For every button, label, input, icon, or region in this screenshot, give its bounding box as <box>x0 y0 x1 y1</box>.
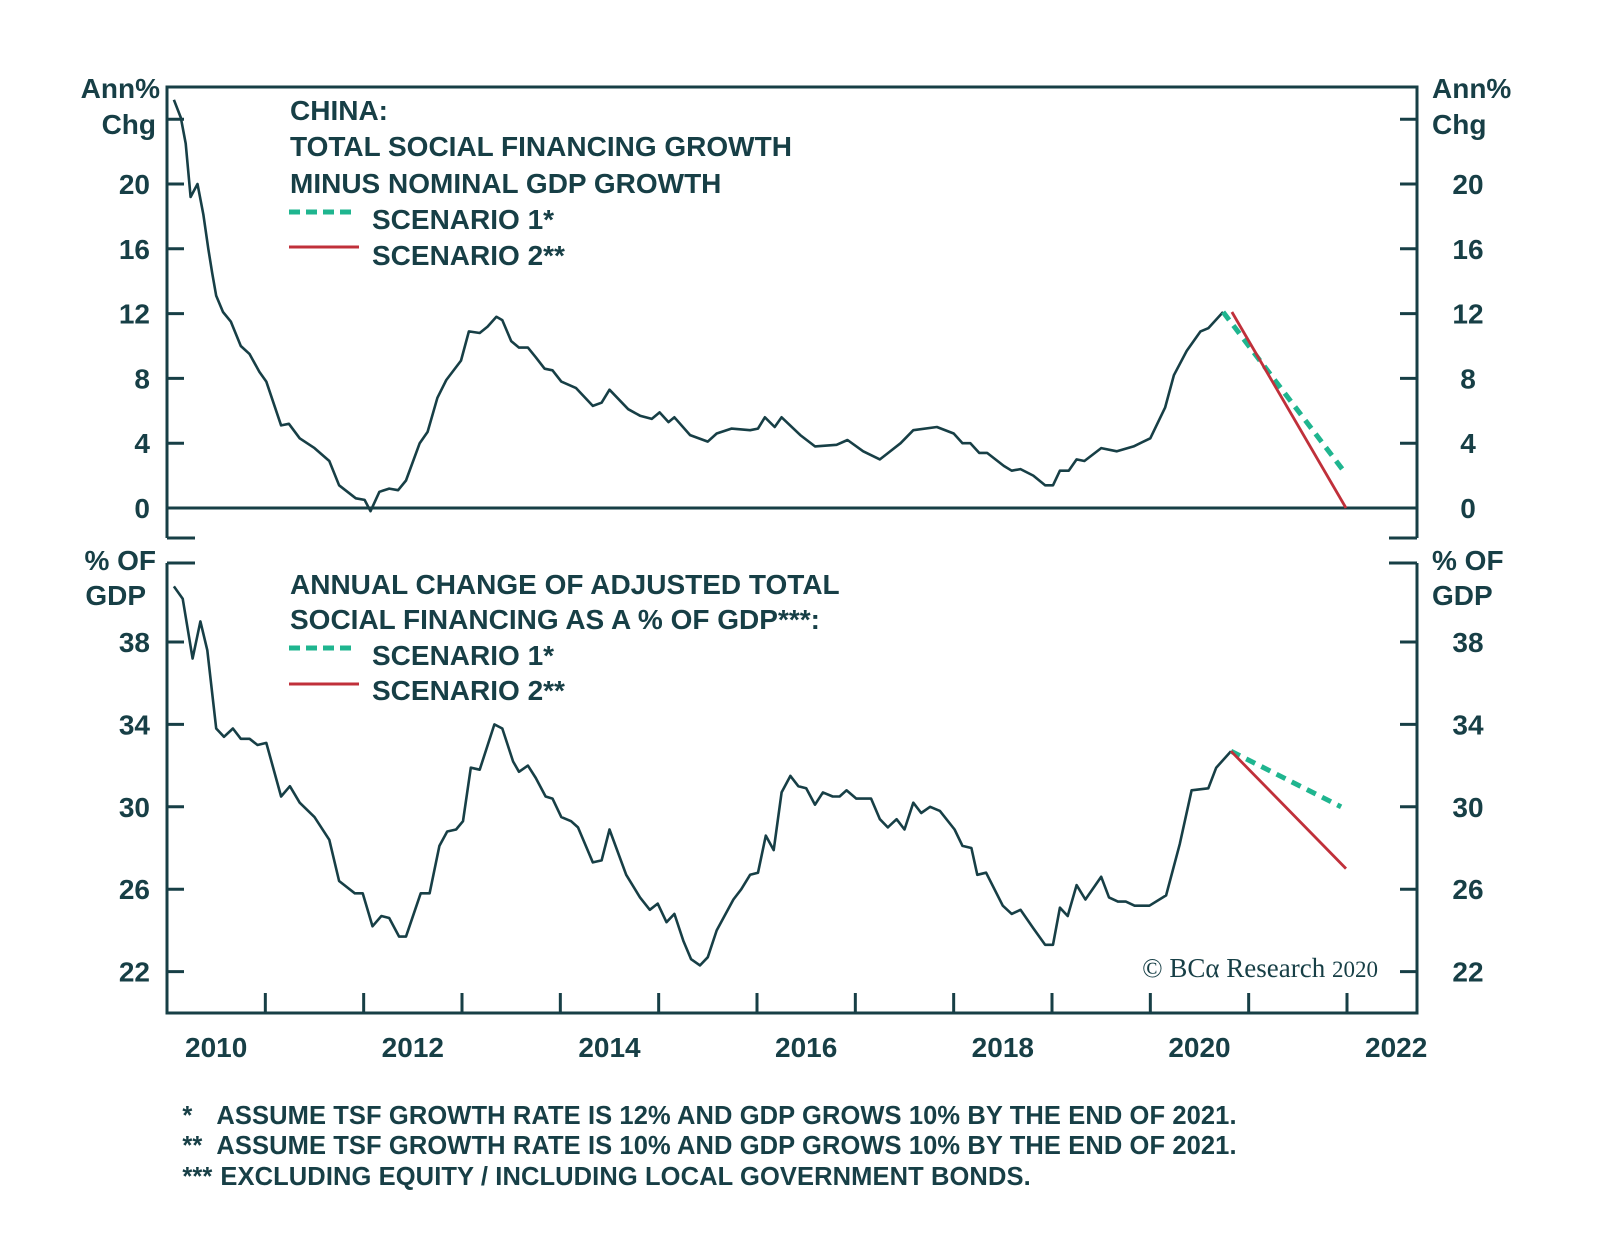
bottom-scenario-2-line <box>1229 750 1348 870</box>
bottom-panel-title: ANNUAL CHANGE OF ADJUSTED TOTAL SOCIAL F… <box>290 569 840 635</box>
top-title-line3: MINUS NOMINAL GDP GROWTH <box>290 168 721 199</box>
y-tick-label-left-1-22: 22 <box>119 957 150 988</box>
y-tick-label-right-1-22: 22 <box>1452 957 1483 988</box>
bottom-title-line2: SOCIAL FINANCING AS A % OF GDP***: <box>290 604 820 635</box>
bottom-right-ylabel-line2: GDP <box>1432 580 1493 611</box>
y-tick-label-right-0-8: 8 <box>1460 363 1476 394</box>
y-tick-label-left-0-20: 20 <box>119 169 150 200</box>
y-tick-label-left-1-30: 30 <box>119 792 150 823</box>
bottom-legend: SCENARIO 1* SCENARIO 2** <box>289 640 565 706</box>
y-tick-label-left-0-12: 12 <box>119 299 150 330</box>
top-scenario-2-line <box>1230 311 1348 509</box>
y-tick-label-left-0-0: 0 <box>134 493 150 524</box>
legend-label-scenario-2-bottom: SCENARIO 2** <box>372 675 565 706</box>
top-right-ylabel-line2: Chg <box>1432 109 1486 140</box>
y-tick-label-left-0-4: 4 <box>134 428 150 459</box>
legend-label-scenario-1: SCENARIO 1* <box>372 204 554 235</box>
footnote-3-text: EXCLUDING EQUITY / INCLUDING LOCAL GOVER… <box>220 1163 1031 1191</box>
y-tick-label-right-0-16: 16 <box>1452 234 1483 265</box>
x-tick-label-2020: 2020 <box>1168 1032 1230 1063</box>
legend-label-scenario-2: SCENARIO 2** <box>372 240 565 271</box>
y-tick-label-right-0-4: 4 <box>1460 428 1476 459</box>
bottom-title-line1: ANNUAL CHANGE OF ADJUSTED TOTAL <box>290 569 840 600</box>
top-legend: SCENARIO 1* SCENARIO 2** <box>289 204 565 271</box>
footnote-2: ** ASSUME TSF GROWTH RATE IS 10% AND GDP … <box>168 1103 1237 1161</box>
y-tick-label-left-1-26: 26 <box>119 874 150 905</box>
footnote-1-mark: * <box>182 1102 193 1130</box>
top-scenario-1-line <box>1221 310 1348 476</box>
footnote-2-text: ASSUME TSF GROWTH RATE IS 10% AND GDP GR… <box>216 1132 1237 1160</box>
top-title-line1: CHINA: <box>290 95 388 126</box>
copyright-brand: BCα <box>1169 953 1219 983</box>
y-tick-label-left-1-38: 38 <box>119 627 150 658</box>
y-tick-label-left-1-34: 34 <box>119 709 151 740</box>
y-tick-label-left-0-8: 8 <box>134 363 150 394</box>
y-tick-label-right-0-20: 20 <box>1452 169 1483 200</box>
legend-label-scenario-1-bottom: SCENARIO 1* <box>372 640 554 671</box>
bottom-panel-frame <box>165 563 1419 1015</box>
top-main-series-line <box>172 99 1225 513</box>
x-tick-label-2010: 2010 <box>185 1032 247 1063</box>
footnote-3-mark: *** <box>182 1163 213 1191</box>
x-tick-label-2022: 2022 <box>1365 1032 1427 1063</box>
footnote-3: *** EXCLUDING EQUITY / INCLUDING LOCAL GO… <box>168 1134 1031 1192</box>
y-tick-label-right-0-0: 0 <box>1460 493 1476 524</box>
footnote-2-mark: ** <box>182 1132 203 1160</box>
y-tick-label-right-1-26: 26 <box>1452 874 1483 905</box>
bottom-scenario-1-line <box>1229 748 1343 810</box>
top-title-line2: TOTAL SOCIAL FINANCING GROWTH <box>290 131 792 162</box>
y-tick-label-right-0-12: 12 <box>1452 299 1483 330</box>
y-tick-label-right-1-34: 34 <box>1452 709 1484 740</box>
bottom-main-series-line <box>172 585 1232 967</box>
copyright-text: Research <box>1226 953 1325 983</box>
bottom-left-ylabel-line1: % OF <box>84 545 156 576</box>
x-tick-label-2018: 2018 <box>972 1032 1034 1063</box>
copyright-symbol: © <box>1142 953 1163 983</box>
x-tick-label-2016: 2016 <box>775 1032 837 1063</box>
top-panel-title: CHINA: TOTAL SOCIAL FINANCING GROWTH MIN… <box>290 95 792 199</box>
top-right-ylabel-line1: Ann% <box>1432 73 1511 104</box>
x-tick-label-2014: 2014 <box>578 1032 641 1063</box>
series-lines <box>172 99 1348 967</box>
axis-labels: Ann% Chg Ann% Chg % OF GDP % OF GDP <box>81 73 1512 611</box>
footnote-1: * ASSUME TSF GROWTH RATE IS 12% AND GDP G… <box>168 1073 1237 1131</box>
y-tick-label-right-1-38: 38 <box>1452 627 1483 658</box>
copyright-year: 2020 <box>1332 957 1378 982</box>
footnote-1-text: ASSUME TSF GROWTH RATE IS 12% AND GDP GR… <box>216 1102 1237 1130</box>
top-left-ylabel-line1: Ann% <box>81 73 160 104</box>
bottom-left-ylabel-line2: GDP <box>85 580 146 611</box>
y-tick-label-right-1-30: 30 <box>1452 792 1483 823</box>
copyright: © BCα Research 2020 <box>1142 953 1378 983</box>
bottom-right-ylabel-line1: % OF <box>1432 545 1504 576</box>
top-left-ylabel-line2: Chg <box>102 109 156 140</box>
y-tick-label-left-0-16: 16 <box>119 234 150 265</box>
x-tick-label-2012: 2012 <box>382 1032 444 1063</box>
chart-frames <box>165 85 1419 1015</box>
